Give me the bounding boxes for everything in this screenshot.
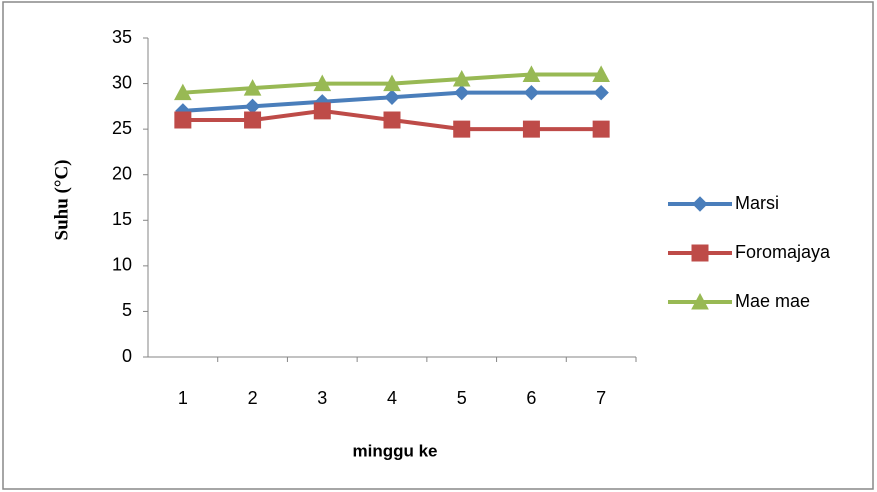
point-marker [592,65,610,82]
point-marker [313,102,331,120]
point-marker [452,69,471,87]
x-tick-label: 1 [178,388,188,408]
x-tick-label: 5 [457,388,467,408]
point-marker [243,79,262,96]
x-tick-label: 7 [596,388,606,408]
legend-label: Marsi [735,193,779,213]
point-marker [592,120,610,138]
y-tick-label: 30 [112,72,132,92]
y-tick-label: 5 [122,300,132,320]
point-marker [593,84,609,101]
y-tick-label: 35 [112,27,132,47]
point-marker [522,65,541,82]
point-marker [174,111,192,129]
point-marker [384,89,400,105]
legend-label: Mae mae [735,291,810,311]
legend-marker [692,196,708,212]
point-marker [523,84,540,101]
y-tick-label: 0 [122,346,132,366]
y-axis-title: Suhu (°C) [51,160,72,241]
x-axis-title: minggu ke [352,441,437,460]
x-tick-label: 4 [387,388,397,408]
point-marker [313,74,332,92]
y-tick-label: 25 [112,118,132,138]
y-tick-label: 20 [112,163,132,183]
x-tick-label: 6 [526,388,536,408]
point-marker [383,111,401,129]
point-marker [244,111,262,129]
x-tick-label: 3 [317,388,327,408]
point-marker [174,83,192,101]
point-marker [454,84,470,101]
legend-marker [691,292,709,310]
legend-marker [691,244,709,262]
point-marker [453,120,471,138]
point-marker [383,74,401,92]
y-tick-label: 10 [112,255,132,275]
y-tick-label: 15 [112,209,132,229]
x-tick-label: 2 [248,388,258,408]
legend-label: Foromajaya [735,242,831,262]
point-marker [522,120,540,138]
